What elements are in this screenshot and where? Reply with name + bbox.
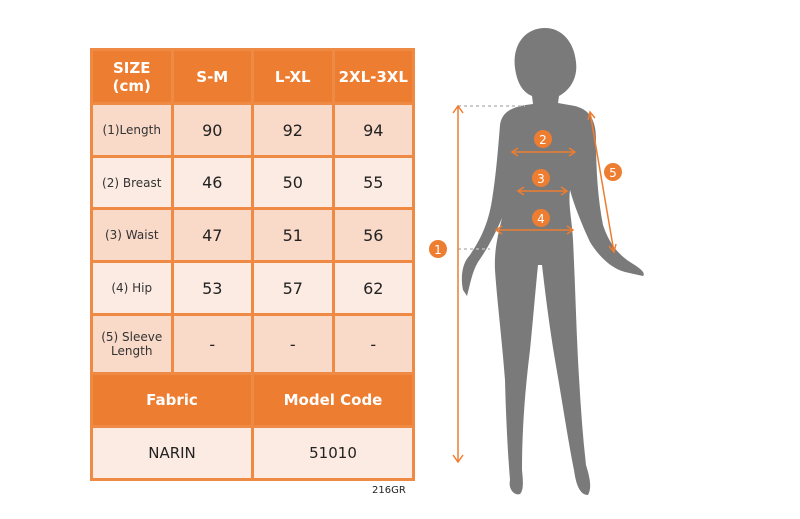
woman-silhouette: [461, 28, 644, 495]
svg-text:2: 2: [539, 133, 547, 147]
badge-4: 4: [532, 209, 550, 227]
cell: 90: [170, 102, 254, 158]
svg-text:4: 4: [537, 212, 545, 226]
badge-2: 2: [534, 130, 552, 148]
size-col-header: S-M: [170, 48, 254, 105]
size-col-header: 2XL-3XL: [331, 48, 415, 105]
svg-text:3: 3: [537, 172, 545, 186]
fabric-header: Fabric: [90, 372, 254, 428]
model-code-value: 51010: [251, 425, 415, 481]
sleeve-arrow: [589, 111, 615, 253]
product-code: 216GR: [372, 485, 406, 496]
cell: 51: [251, 207, 335, 263]
cell: 62: [331, 260, 415, 316]
table-row: (2) Breast 46 50 55: [90, 155, 415, 210]
table-row: (1)Length 90 92 94: [90, 102, 415, 158]
row-label: (4) Hip: [90, 260, 174, 316]
svg-text:5: 5: [609, 166, 617, 180]
cell: 53: [170, 260, 254, 316]
cell: 50: [251, 155, 335, 210]
cell: 92: [251, 102, 335, 158]
cell: -: [331, 313, 415, 375]
table-row: (4) Hip 53 57 62: [90, 260, 415, 316]
cell: 55: [331, 155, 415, 210]
row-label: (1)Length: [90, 102, 174, 158]
badge-1: 1: [429, 240, 447, 258]
svg-text:1: 1: [434, 243, 442, 257]
cell: 56: [331, 207, 415, 263]
cell: -: [251, 313, 335, 375]
cell: 46: [170, 155, 254, 210]
row-label: (3) Waist: [90, 207, 174, 263]
cell: 47: [170, 207, 254, 263]
cell: 57: [251, 260, 335, 316]
table-row: (5) Sleeve Length - - -: [90, 313, 415, 375]
badge-5: 5: [604, 163, 622, 181]
cell: -: [170, 313, 254, 375]
model-code-header: Model Code: [251, 372, 415, 428]
row-label: (2) Breast: [90, 155, 174, 210]
table-row: (3) Waist 47 51 56: [90, 207, 415, 263]
size-col-header: L-XL: [251, 48, 335, 105]
size-chart-table: SIZE (cm) S-M L-XL 2XL-3XL (1)Length 90 …: [90, 48, 415, 481]
badge-3: 3: [532, 169, 550, 187]
size-header: SIZE (cm): [90, 48, 174, 105]
cell: 94: [331, 102, 415, 158]
row-label: (5) Sleeve Length: [90, 313, 174, 375]
fabric-value: NARIN: [90, 425, 254, 481]
